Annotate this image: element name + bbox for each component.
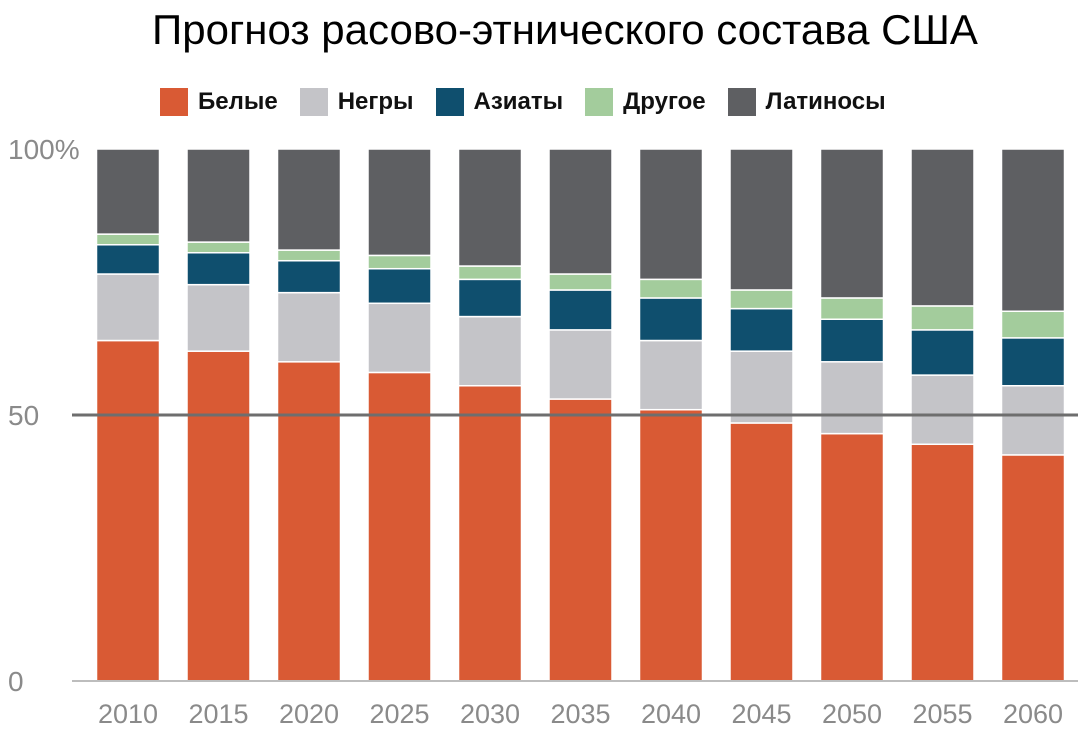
bar-segment [548, 273, 613, 291]
bar-segment [729, 307, 794, 352]
bar-segment [367, 254, 432, 270]
bar-segment [638, 278, 704, 299]
bar-segment [457, 315, 523, 387]
bar-segment [276, 249, 342, 262]
bar-segment [819, 318, 885, 363]
bar-segment [1000, 454, 1066, 682]
bar-segment [186, 148, 251, 243]
bar-segment [638, 339, 704, 411]
bar-segment [457, 148, 523, 267]
x-tick-label: 2015 [188, 699, 248, 729]
bar-segment [457, 384, 523, 682]
x-tick-label: 2010 [98, 699, 158, 729]
bar-segment [910, 329, 975, 376]
legend-swatch [435, 88, 464, 116]
bar-segment [276, 148, 342, 251]
y-tick-label: 0 [8, 666, 24, 697]
legend-item: Латиносы [727, 88, 886, 116]
legend-item: Азиаты [435, 88, 564, 116]
bar-segment [367, 267, 432, 305]
x-tick-label: 2055 [912, 699, 972, 729]
legend-item: Другое [585, 88, 706, 116]
legend-swatch [299, 88, 328, 116]
x-tick-label: 2060 [1003, 699, 1063, 729]
legend-label: Другое [623, 88, 706, 115]
legend-item: Белые [160, 88, 278, 116]
bar-segment [95, 233, 161, 246]
legend-swatch [727, 88, 756, 116]
x-tick-label: 2040 [641, 699, 701, 729]
bar-segment [819, 432, 885, 682]
x-tick-label: 2020 [279, 699, 339, 729]
bar-segment [638, 408, 704, 682]
legend-item: Негры [299, 88, 414, 116]
bar-segment [729, 148, 794, 291]
bar-segment [729, 289, 794, 310]
legend-label: Азиаты [473, 88, 564, 115]
chart-title: Прогноз расово-этнического состава США [152, 6, 978, 53]
bar-segment [638, 148, 704, 281]
legend-swatch [160, 88, 188, 116]
bar-segment [276, 361, 342, 682]
bar-segment [1000, 148, 1066, 313]
bar-segment [729, 350, 794, 424]
bar-segment [910, 443, 975, 682]
legend: Белые Негры Азиаты Другое Латиносы [160, 82, 908, 122]
bar-segment [367, 371, 432, 682]
bar-segment [186, 241, 251, 254]
bar-segment [1000, 384, 1066, 456]
legend-label: Негры [337, 88, 414, 115]
bar-segment [186, 350, 251, 682]
x-tick-label: 2025 [369, 699, 429, 729]
bar-segment [729, 422, 794, 682]
y-tick-label: 50 [8, 400, 39, 431]
x-tick-label: 2030 [460, 699, 520, 729]
bar-segment [457, 265, 523, 281]
bar-segment [186, 283, 251, 352]
bar-segment [367, 148, 432, 257]
x-tick-label: 2035 [550, 699, 610, 729]
bar-segment [95, 244, 161, 275]
bar-segment [186, 251, 251, 286]
bar-segment [457, 278, 523, 318]
bar-segment [276, 291, 342, 363]
x-tick-label: 2045 [731, 699, 791, 729]
bar-segment [910, 305, 975, 331]
bar-segment [819, 361, 885, 435]
bar-segment [1000, 310, 1066, 339]
bar-segment [548, 398, 613, 682]
bar-segment [548, 329, 613, 400]
bar-segment [95, 148, 161, 235]
bar-segment [95, 273, 161, 342]
bar-segment [1000, 337, 1066, 387]
y-tick-label: 100% [8, 134, 80, 165]
legend-label: Латиносы [765, 88, 886, 115]
bar-segment [910, 374, 975, 446]
bar-segment [367, 302, 432, 374]
bar-segment [276, 259, 342, 294]
x-tick-label: 2050 [822, 699, 882, 729]
bar-segment [819, 297, 885, 320]
bar-segment [548, 148, 613, 275]
bar-segment [548, 289, 613, 331]
bar-segment [95, 339, 161, 682]
legend-swatch [585, 88, 614, 116]
bar-segment [638, 297, 704, 342]
legend-label: Белые [198, 88, 278, 115]
bar-segment [819, 148, 885, 299]
bar-segment [910, 148, 975, 307]
